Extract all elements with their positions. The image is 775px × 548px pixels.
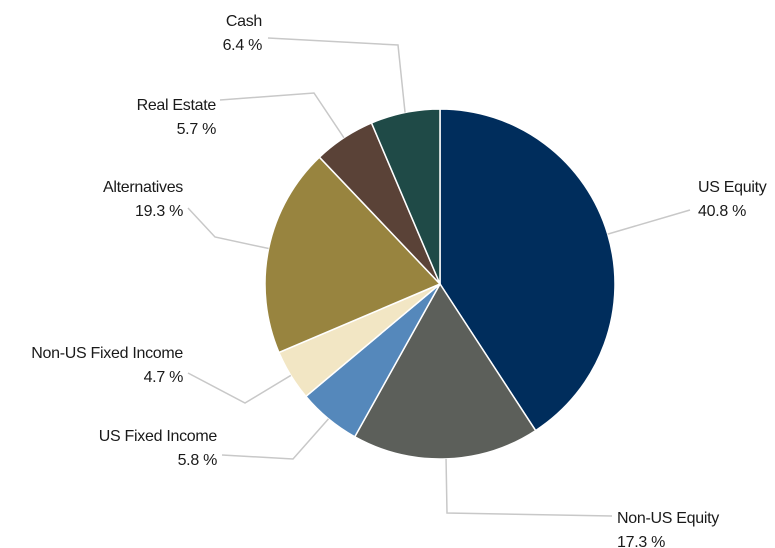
leader-line [219, 92, 345, 139]
slice-value-label: 5.8 % [178, 452, 217, 469]
leader-line [607, 209, 691, 235]
leader-line [187, 207, 269, 250]
leader-line [445, 458, 613, 517]
slice-label: Alternatives [103, 179, 183, 196]
leader-line [267, 37, 406, 113]
leader-line [187, 372, 292, 404]
slice-value-label: 4.7 % [144, 369, 183, 386]
slice-value-label: 40.8 % [698, 203, 746, 220]
slice-label: Non-US Equity [617, 510, 719, 527]
leader-line [221, 418, 330, 460]
slice-label: US Fixed Income [99, 428, 218, 445]
slice-label: Cash [226, 13, 262, 30]
slice-value-label: 5.7 % [177, 121, 216, 138]
slice-value-label: 19.3 % [135, 203, 183, 220]
pie-slice [353, 282, 537, 460]
slice-value-label: 6.4 % [223, 37, 262, 54]
pie-slice [370, 108, 441, 285]
slice-label: US Equity [698, 179, 767, 196]
slice-label: Real Estate [137, 97, 217, 114]
slice-value-label: 17.3 % [617, 534, 665, 548]
slice-label: Non-US Fixed Income [31, 345, 183, 362]
